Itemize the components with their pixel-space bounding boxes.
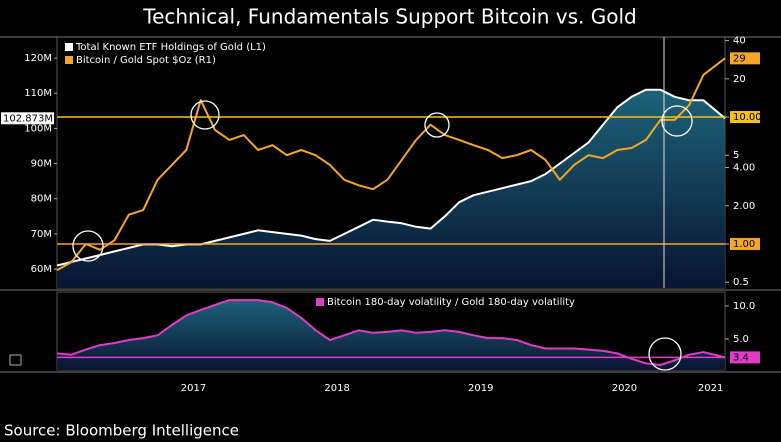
chart-icon[interactable] [9,354,22,366]
last-value-box [730,52,760,65]
y2-tick-label: 0.5 [733,277,749,288]
legend-label: Bitcoin 180-day volatility / Gold 180-da… [327,297,575,308]
y2-tick-label: 10.00 [733,112,762,123]
x-tick-label: 2017 [181,383,206,394]
legend-label: Bitcoin / Gold Spot $Oz (R1) [76,55,216,66]
last-value-label: 102.873M [3,113,53,124]
highlight-circle [72,230,104,262]
last-value-label: 3.4 [733,352,749,363]
y-tick-label: 80M [31,194,52,205]
y2-tick-label: 4.00 [733,163,755,174]
series-line [56,88,726,267]
y2-tick-label: 20 [733,74,746,85]
legend-label: Total Known ETF Holdings of Gold (L1) [75,42,266,53]
y-tick-label: 60M [31,264,52,275]
x-tick-label: 2018 [324,383,349,394]
y2-tick-highlight [730,237,760,250]
last-value-box [730,351,760,364]
highlight-circle [424,112,450,138]
last-value-label: 29 [733,53,746,64]
series-area [57,89,725,288]
y-tick-label: 110M [24,88,52,99]
last-value-box [1,112,54,125]
y-tick-label: 120M [24,53,52,64]
y2-tick-label: 40 [733,36,746,47]
series-area [57,300,725,370]
y2-tick-label: 2.00 [733,201,755,212]
y2-tick-highlight [730,111,760,124]
annotations [72,37,693,371]
x-tick-label: 2020 [612,383,637,394]
x-tick-label: 2019 [468,383,493,394]
series-line [56,299,726,366]
highlight-circle [648,337,682,371]
highlight-circle [190,100,220,130]
chart-title: Technical, Fundamentals Support Bitcoin … [142,5,636,29]
legend-swatch [65,56,73,64]
plot-layer: 60M 70M 80M 90M 100M 110M 120M 40 20 10.00 5 4.00 2.… [1,36,762,394]
y2-tick-label: 5 [733,150,739,161]
series-line [56,57,726,272]
y-tick-label: 70M [31,229,52,240]
y-tick-label: 90M [31,159,52,170]
y2-tick-label: 5.0 [733,334,749,345]
y2-tick-label: 1.00 [733,239,755,250]
y-tick-label: 100M [24,123,52,134]
legend-swatch [65,43,73,51]
legend-swatch [316,298,324,306]
y2-tick-label: 10.0 [733,301,755,312]
highlight-circle [661,105,693,137]
source: Source: Bloomberg Intelligence [4,422,239,440]
x-tick-label: 2021 [698,383,723,394]
